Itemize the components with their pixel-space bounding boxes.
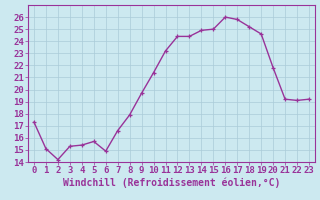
X-axis label: Windchill (Refroidissement éolien,°C): Windchill (Refroidissement éolien,°C)	[63, 178, 280, 188]
